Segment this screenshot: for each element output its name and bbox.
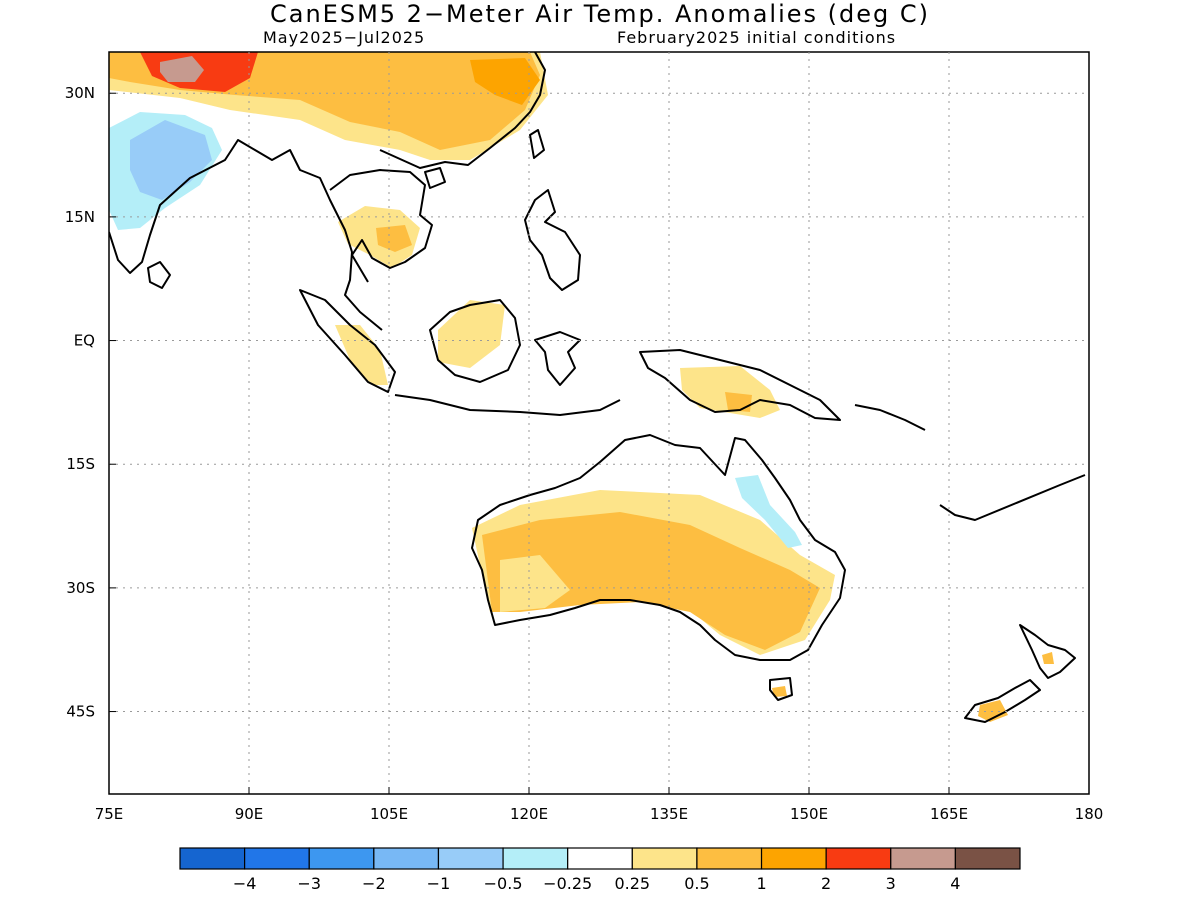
coastline-australia [471,434,846,661]
anomaly-region-new-guinea [680,366,780,418]
anomaly-region-australia-cool [735,475,802,548]
forecast-period: May2025−Jul2025 [263,28,426,47]
lat-tick-label: 15S [66,455,95,473]
coastline-hainan [424,167,446,189]
colorbar-swatch [308,847,375,870]
coastline-vanuatu-fiji [939,474,1086,521]
colorbar-swatch [502,847,569,870]
colorbar-label: −0.25 [543,874,592,893]
anomaly-region-australia-3 [500,555,570,612]
map-title: CanESM5 2−Meter Air Temp. Anomalies (deg… [270,0,930,28]
colorbar-swatch [373,847,440,870]
coastline-india [109,139,383,331]
coastline-china [379,52,546,169]
map-frame [108,51,1090,795]
anomaly-region-indochina-2 [376,225,412,252]
colorbar-label: 1 [756,874,766,893]
lon-tick-label: 135E [650,805,688,823]
anomaly-region-new-zealand [978,700,1008,722]
colorbar-label: 0.25 [614,874,650,893]
coastline-sulawesi [534,331,581,386]
colorbar-swatch [760,847,827,870]
colorbar-swatch [631,847,698,870]
lon-tick-label: 150E [790,805,828,823]
colorbar-label: 4 [950,874,960,893]
lon-tick-label: 90E [235,805,264,823]
longitude-axis: 75E 90E 105E 120E 135E 150E 165E 180 [95,805,1104,823]
coastline-new-guinea [639,349,841,421]
lon-tick-label: 105E [370,805,408,823]
colorbar-label: 2 [821,874,831,893]
latitude-axis: 30N 15N EQ 15S 30S 45S [65,84,95,720]
anomaly-field [109,52,1086,723]
colorbar-swatch [437,847,504,870]
lon-tick-label: 75E [95,805,124,823]
coastline-new-zealand-south [964,679,1041,723]
colorbar-label: 0.5 [684,874,709,893]
coastline-tasmania [769,677,793,701]
anomaly-region-australia-1 [482,512,820,650]
lon-tick-label: 120E [510,805,548,823]
coastline-java [394,394,621,416]
coastline-philippines [524,189,581,291]
anomaly-region-new-guinea-2 [725,392,752,412]
lat-tick-label: 30N [65,84,95,102]
initial-conditions: February2025 initial conditions [617,28,897,47]
colorbar-swatch [890,847,956,870]
colorbar-swatch [954,847,1021,870]
colorbar-label: −4 [233,874,257,893]
lat-tick-label: EQ [74,332,95,350]
colorbar-swatch [179,847,246,870]
colorbar-label: −1 [427,874,451,893]
colorbar-labels: −4 −3 −2 −1 −0.5 −0.25 0.25 0.5 1 2 3 4 [233,874,961,893]
colorbar-label: 3 [886,874,896,893]
lat-tick-label: 30S [66,579,95,597]
colorbar-swatch [567,847,633,870]
colorbar-label: −3 [297,874,321,893]
lon-tick-label: 180 [1075,805,1104,823]
coastline-taiwan [529,129,545,159]
coastlines [109,52,1086,723]
anomaly-region-asia-4 [160,56,204,82]
anomaly-region-new-zealand-n [1042,652,1054,664]
anomaly-region-borneo [438,300,505,368]
anomaly-region-tasmania [772,686,787,697]
coastline-sumatra [299,289,396,393]
colorbar-label: −0.5 [484,874,523,893]
anomaly-region-india-cool-2 [130,120,212,200]
graticule [108,52,1090,794]
coastline-indochina [329,169,433,283]
lat-tick-label: 45S [66,703,95,721]
colorbar-swatch [825,847,892,870]
colorbar-label: −2 [362,874,386,893]
coastline-new-zealand-north [1019,624,1076,679]
coastline-solomons [854,404,926,431]
coastline-sri-lanka [147,261,171,289]
colorbar-swatch [696,847,763,870]
anomaly-region-sumatra [335,325,388,385]
colorbar [179,847,1021,870]
lat-tick-label: 15N [65,208,95,226]
lon-tick-label: 165E [930,805,968,823]
colorbar-swatch [244,847,310,870]
coastline-borneo [429,299,521,383]
